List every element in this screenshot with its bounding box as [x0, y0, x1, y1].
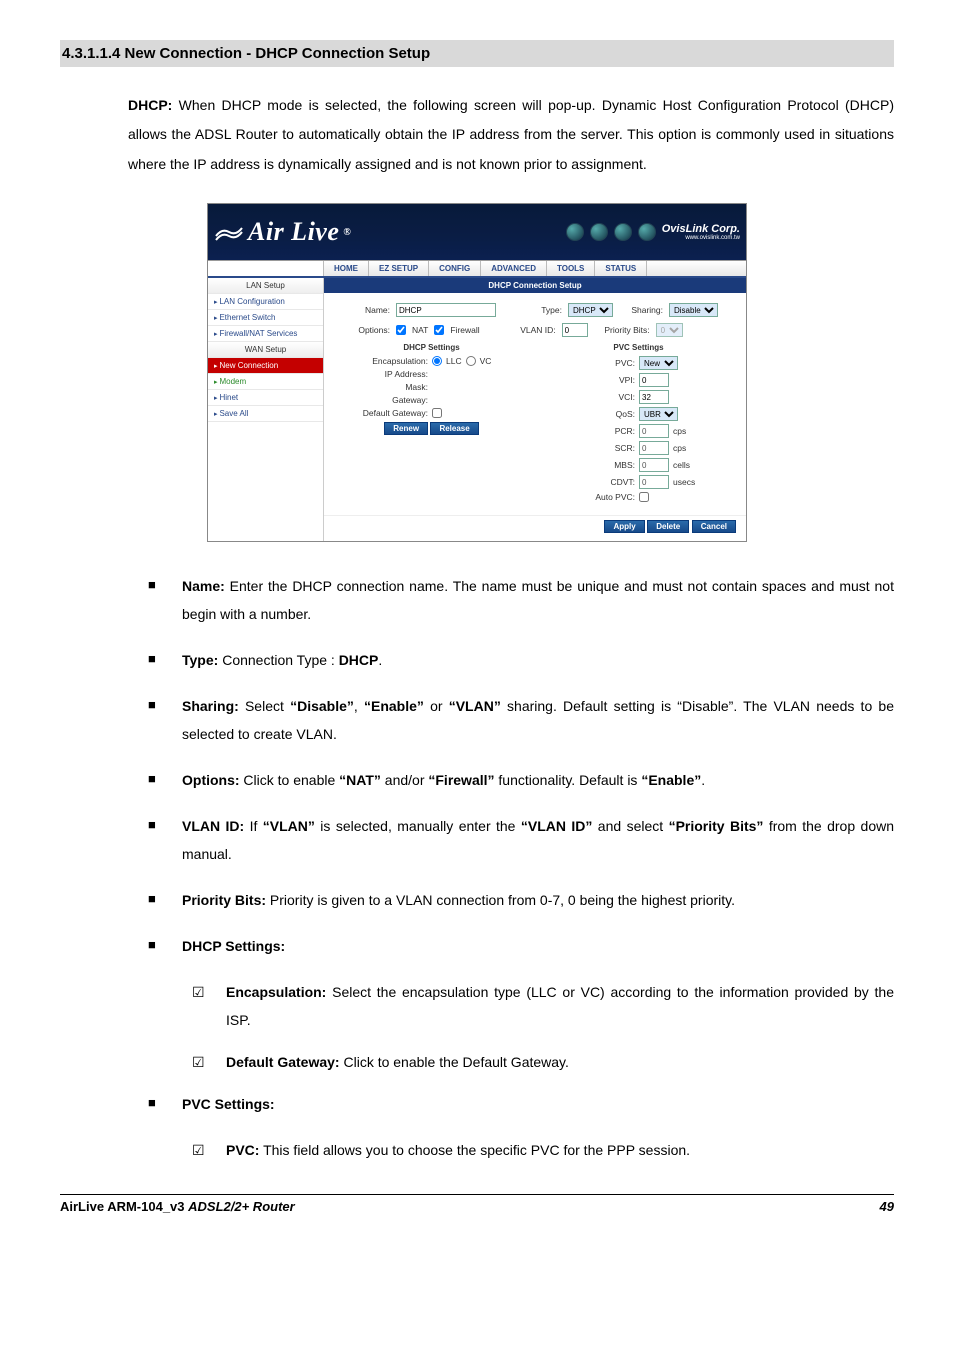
sidebar-item-newconn[interactable]: New Connection — [208, 358, 323, 374]
header-orb-icon — [566, 223, 584, 241]
encap-llc-radio[interactable] — [432, 356, 442, 366]
intro-text: When DHCP mode is selected, the followin… — [128, 97, 894, 172]
pbits-select[interactable]: 0 — [656, 323, 683, 337]
sidebar: LAN Setup LAN Configuration Ethernet Swi… — [208, 278, 324, 541]
pvc-select[interactable]: New — [639, 356, 678, 370]
bullet-item: ■DHCP Settings: — [148, 932, 894, 960]
bullet-item: ■Type: Connection Type : DHCP. — [148, 646, 894, 674]
airlive-logo: Air Live® — [214, 217, 351, 247]
qos-label: QoS: — [545, 409, 635, 419]
mbs-input[interactable] — [639, 458, 669, 472]
intro-paragraph: DHCP: When DHCP mode is selected, the fo… — [128, 91, 894, 179]
nav-status[interactable]: STATUS — [595, 261, 647, 276]
type-select[interactable]: DHCP — [568, 303, 613, 317]
cancel-button[interactable]: Cancel — [692, 520, 736, 533]
corp-logo: OvisLink Corp. www.ovislink.com.tw — [662, 224, 740, 241]
nav-bar: HOME EZ SETUP CONFIG ADVANCED TOOLS STAT… — [208, 260, 746, 278]
content-title: DHCP Connection Setup — [324, 278, 746, 293]
firewall-checkbox[interactable] — [434, 325, 444, 335]
autopvc-checkbox[interactable] — [639, 492, 649, 502]
header-orb-icon — [614, 223, 632, 241]
firewall-label: Firewall — [450, 325, 479, 335]
sub-bullet: ☑Default Gateway: Click to enable the De… — [192, 1048, 894, 1076]
sidebar-item-hinet[interactable]: Hinet — [208, 390, 323, 406]
pcr-input[interactable] — [639, 424, 669, 438]
screenshot-header: Air Live® OvisLink Corp. www.ovislink.co… — [208, 204, 746, 260]
mbs-label: MBS: — [545, 460, 635, 470]
apply-button[interactable]: Apply — [604, 520, 644, 533]
pbits-label: Priority Bits: — [594, 325, 650, 335]
dgw-label: Default Gateway: — [338, 408, 428, 418]
router-screenshot: Air Live® OvisLink Corp. www.ovislink.co… — [207, 203, 747, 542]
qos-select[interactable]: UBR — [639, 407, 678, 421]
nat-checkbox[interactable] — [396, 325, 406, 335]
nav-ezsetup[interactable]: EZ SETUP — [369, 261, 429, 276]
renew-button[interactable]: Renew — [384, 422, 428, 435]
vlanid-label: VLAN ID: — [486, 325, 556, 335]
name-label: Name: — [338, 305, 390, 315]
bullet-item: ■Name: Enter the DHCP connection name. T… — [148, 572, 894, 628]
intro-label: DHCP: — [128, 97, 172, 113]
section-heading: 4.3.1.1.4 New Connection - DHCP Connecti… — [60, 40, 894, 67]
bullet-item: ■Priority Bits: Priority is given to a V… — [148, 886, 894, 914]
name-input[interactable] — [396, 303, 496, 317]
dhcp-settings-head: DHCP Settings — [338, 343, 525, 352]
gw-label: Gateway: — [338, 395, 428, 405]
pvc-label: PVC: — [545, 358, 635, 368]
sidebar-head-wan: WAN Setup — [208, 342, 323, 358]
vpi-input[interactable] — [639, 373, 669, 387]
encap-label: Encapsulation: — [338, 356, 428, 366]
nat-label: NAT — [412, 325, 428, 335]
sidebar-item-firewall[interactable]: Firewall/NAT Services — [208, 326, 323, 342]
sidebar-item-modem[interactable]: Modem — [208, 374, 323, 390]
sidebar-item-saveall[interactable]: Save All — [208, 406, 323, 422]
bullet-item: ■PVC Settings: — [148, 1090, 894, 1118]
header-orb-icon — [590, 223, 608, 241]
sub-bullet: ☑Encapsulation: Select the encapsulation… — [192, 978, 894, 1034]
sharing-select[interactable]: Disable — [669, 303, 718, 317]
sub-bullet: ☑PVC: This field allows you to choose th… — [192, 1136, 894, 1164]
encap-vc-radio[interactable] — [466, 356, 476, 366]
sidebar-item-ethswitch[interactable]: Ethernet Switch — [208, 310, 323, 326]
dgw-checkbox[interactable] — [432, 408, 442, 418]
cdvt-input[interactable] — [639, 475, 669, 489]
ip-label: IP Address: — [338, 369, 428, 379]
sharing-label: Sharing: — [619, 305, 663, 315]
nav-tools[interactable]: TOOLS — [547, 261, 595, 276]
options-label: Options: — [338, 325, 390, 335]
autopvc-label: Auto PVC: — [545, 492, 635, 502]
cdvt-label: CDVT: — [545, 477, 635, 487]
bullet-item: ■VLAN ID: If “VLAN” is selected, manuall… — [148, 812, 894, 868]
scr-input[interactable] — [639, 441, 669, 455]
pvc-settings-head: PVC Settings — [545, 343, 732, 352]
nav-advanced[interactable]: ADVANCED — [481, 261, 547, 276]
pcr-label: PCR: — [545, 426, 635, 436]
vpi-label: VPI: — [545, 375, 635, 385]
type-label: Type: — [502, 305, 562, 315]
header-orb-icon — [638, 223, 656, 241]
nav-config[interactable]: CONFIG — [429, 261, 481, 276]
bullet-item: ■Options: Click to enable “NAT” and/or “… — [148, 766, 894, 794]
release-button[interactable]: Release — [430, 422, 478, 435]
sidebar-item-lanconfig[interactable]: LAN Configuration — [208, 294, 323, 310]
scr-label: SCR: — [545, 443, 635, 453]
bullet-item: ■Sharing: Select “Disable”, “Enable” or … — [148, 692, 894, 748]
delete-button[interactable]: Delete — [647, 520, 689, 533]
vci-input[interactable] — [639, 390, 669, 404]
nav-home[interactable]: HOME — [324, 261, 369, 276]
bullet-list: ■Name: Enter the DHCP connection name. T… — [148, 572, 894, 1164]
mask-label: Mask: — [338, 382, 428, 392]
vlanid-input[interactable] — [562, 323, 588, 337]
vci-label: VCI: — [545, 392, 635, 402]
page-footer: AirLive ARM-104_v3 ADSL2/2+ Router 49 — [60, 1194, 894, 1214]
sidebar-head-lan: LAN Setup — [208, 278, 323, 294]
